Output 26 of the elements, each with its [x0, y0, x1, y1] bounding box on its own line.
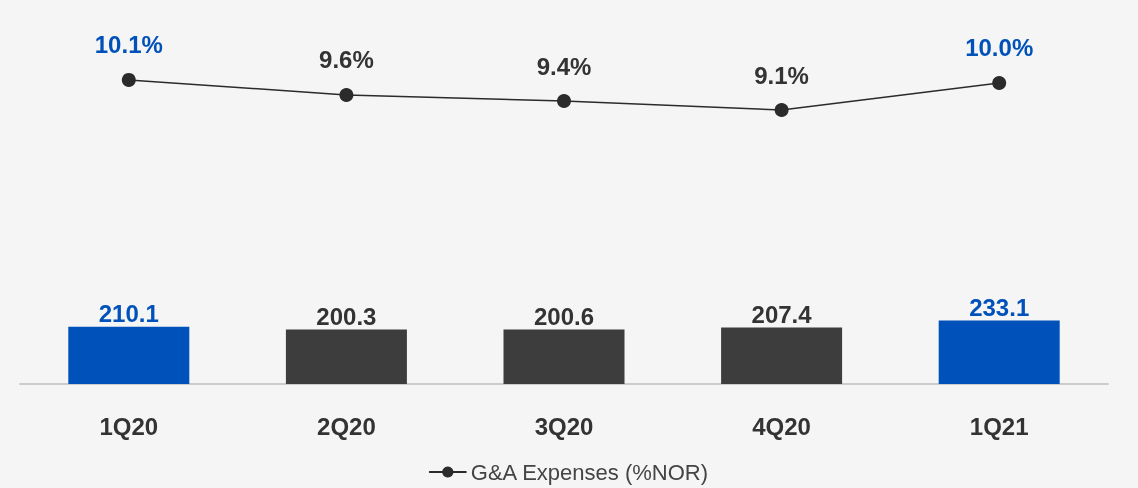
point: [339, 87, 354, 102]
data-label: 233.1: [969, 294, 1030, 322]
data-label: 9.4%: [536, 52, 592, 80]
bar: [503, 329, 625, 384]
bar: [721, 327, 843, 384]
x-tick-label: 2Q20: [317, 412, 376, 440]
point: [992, 75, 1007, 90]
point: [121, 72, 136, 87]
point: [774, 103, 789, 118]
data-label: 9.1%: [754, 61, 809, 89]
bar: [68, 326, 190, 384]
bar: [285, 329, 407, 384]
data-label: 207.4: [751, 301, 813, 329]
x-tick-label: 4Q20: [752, 412, 811, 440]
legend-label: G&A Expenses (%NOR): [470, 459, 708, 485]
data-label: 10.0%: [965, 34, 1034, 62]
x-tick-label: 3Q20: [534, 412, 594, 440]
data-label: 200.3: [316, 303, 377, 331]
point: [557, 94, 571, 108]
data-label: 210.1: [98, 300, 159, 328]
bar: [938, 320, 1060, 384]
data-label: 200.6: [533, 302, 595, 330]
data-label: 9.6%: [319, 46, 374, 74]
x-tick-label: 1Q21: [969, 412, 1029, 440]
x-tick-label: 1Q20: [99, 412, 159, 440]
data-label: 10.1%: [94, 31, 163, 59]
